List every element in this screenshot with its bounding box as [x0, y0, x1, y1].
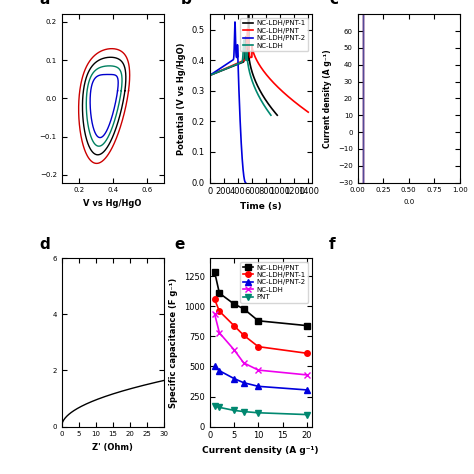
NC-LDH/PNT [235, 60, 241, 66]
NC-LDH/PNT-1 [304, 350, 310, 356]
NC-LDH/PNT-1 [274, 112, 280, 118]
NC-LDH [255, 367, 261, 373]
NC-LDH/PNT [255, 58, 260, 64]
Text: a: a [39, 0, 50, 8]
NC-LDH/PNT-2 [241, 380, 246, 385]
NC-LDH/PNT [212, 269, 218, 274]
X-axis label: 0.0: 0.0 [403, 199, 414, 205]
NC-LDH [219, 67, 225, 73]
NC-LDH [239, 59, 245, 64]
NC-LDH/PNT [252, 54, 258, 59]
NC-LDH/PNT-1 [241, 332, 246, 338]
NC-LDH/PNT-1 [240, 59, 246, 65]
NC-LDH/PNT [218, 68, 224, 73]
NC-LDH [212, 311, 218, 317]
NC-LDH/PNT-2 [207, 73, 212, 78]
PNT [255, 410, 261, 416]
Line: NC-LDH: NC-LDH [212, 311, 310, 378]
NC-LDH/PNT-1 [212, 296, 218, 302]
Text: f: f [329, 237, 336, 252]
NC-LDH/PNT-1 [255, 344, 261, 349]
Line: NC-LDH/PNT-2: NC-LDH/PNT-2 [210, 22, 246, 182]
NC-LDH/PNT-1 [247, 60, 253, 66]
Y-axis label: Potential (V vs Hg/HgO): Potential (V vs Hg/HgO) [177, 42, 186, 155]
NC-LDH/PNT-2 [243, 180, 248, 185]
NC-LDH/PNT-2 [216, 66, 222, 72]
NC-LDH/PNT-2 [226, 60, 231, 66]
Legend: NC-LDH/PNT-1, NC-LDH/PNT, NC-LDH/PNT-2, NC-LDH: NC-LDH/PNT-1, NC-LDH/PNT, NC-LDH/PNT-2, … [240, 18, 308, 51]
NC-LDH [241, 360, 246, 366]
NC-LDH/PNT-2 [217, 368, 222, 374]
NC-LDH/PNT [231, 301, 237, 307]
NC-LDH [231, 347, 237, 353]
NC-LDH [207, 73, 212, 78]
NC-LDH/PNT-1 [233, 62, 238, 68]
NC-LDH/PNT [217, 290, 222, 296]
Line: NC-LDH/PNT: NC-LDH/PNT [210, 28, 308, 112]
NC-LDH/PNT [305, 109, 311, 115]
PNT [212, 403, 218, 409]
PNT [304, 412, 310, 418]
Y-axis label: Specific capacitance (F g⁻¹): Specific capacitance (F g⁻¹) [169, 277, 178, 408]
Text: d: d [39, 237, 50, 252]
PNT [231, 408, 237, 413]
Line: NC-LDH/PNT-2: NC-LDH/PNT-2 [212, 364, 310, 392]
NC-LDH/PNT [255, 318, 261, 324]
NC-LDH/PNT-1 [207, 73, 212, 78]
NC-LDH [268, 112, 274, 118]
Line: NC-LDH/PNT-1: NC-LDH/PNT-1 [210, 0, 277, 115]
NC-LDH/PNT-2 [255, 383, 261, 389]
PNT [241, 409, 246, 414]
NC-LDH/PNT [241, 306, 246, 311]
X-axis label: Z' (Ohm): Z' (Ohm) [92, 443, 133, 452]
Text: c: c [329, 0, 338, 8]
NC-LDH/PNT [207, 73, 212, 78]
NC-LDH/PNT [245, 26, 251, 31]
NC-LDH [217, 69, 222, 74]
NC-LDH/PNT-2 [232, 19, 238, 25]
Line: NC-LDH/PNT: NC-LDH/PNT [212, 269, 310, 328]
Line: PNT: PNT [212, 403, 310, 417]
NC-LDH/PNT [221, 66, 227, 72]
NC-LDH/PNT-1 [231, 323, 237, 328]
Y-axis label: Current density (A g⁻¹): Current density (A g⁻¹) [323, 49, 332, 148]
NC-LDH/PNT-2 [212, 364, 218, 369]
NC-LDH [246, 63, 251, 68]
NC-LDH/PNT-2 [235, 56, 241, 62]
X-axis label: Current density (A g⁻¹): Current density (A g⁻¹) [202, 446, 319, 455]
NC-LDH/PNT-1 [217, 69, 223, 74]
Line: NC-LDH/PNT-1: NC-LDH/PNT-1 [212, 296, 310, 356]
Text: b: b [181, 0, 192, 8]
Line: NC-LDH: NC-LDH [210, 40, 271, 115]
NC-LDH/PNT-1 [217, 309, 222, 314]
PNT [217, 404, 222, 410]
NC-LDH/PNT-1 [248, 65, 254, 71]
Text: e: e [174, 237, 184, 252]
NC-LDH [232, 62, 237, 68]
NC-LDH/PNT-2 [304, 387, 310, 393]
NC-LDH/PNT-2 [236, 66, 241, 72]
NC-LDH/PNT-1 [220, 67, 226, 73]
Legend: NC-LDH/PNT, NC-LDH/PNT-1, NC-LDH/PNT-2, NC-LDH, PNT: NC-LDH/PNT, NC-LDH/PNT-1, NC-LDH/PNT-2, … [240, 262, 308, 303]
NC-LDH [246, 68, 252, 73]
NC-LDH [304, 372, 310, 378]
NC-LDH/PNT [304, 323, 310, 328]
X-axis label: V vs Hg/HgO: V vs Hg/HgO [83, 199, 142, 208]
NC-LDH [241, 37, 247, 43]
X-axis label: Time (s): Time (s) [240, 202, 282, 211]
NC-LDH/PNT [244, 48, 249, 54]
NC-LDH/PNT-2 [231, 54, 237, 60]
NC-LDH/PNT-2 [214, 68, 220, 73]
NC-LDH/PNT-2 [231, 376, 237, 382]
NC-LDH [217, 330, 222, 336]
